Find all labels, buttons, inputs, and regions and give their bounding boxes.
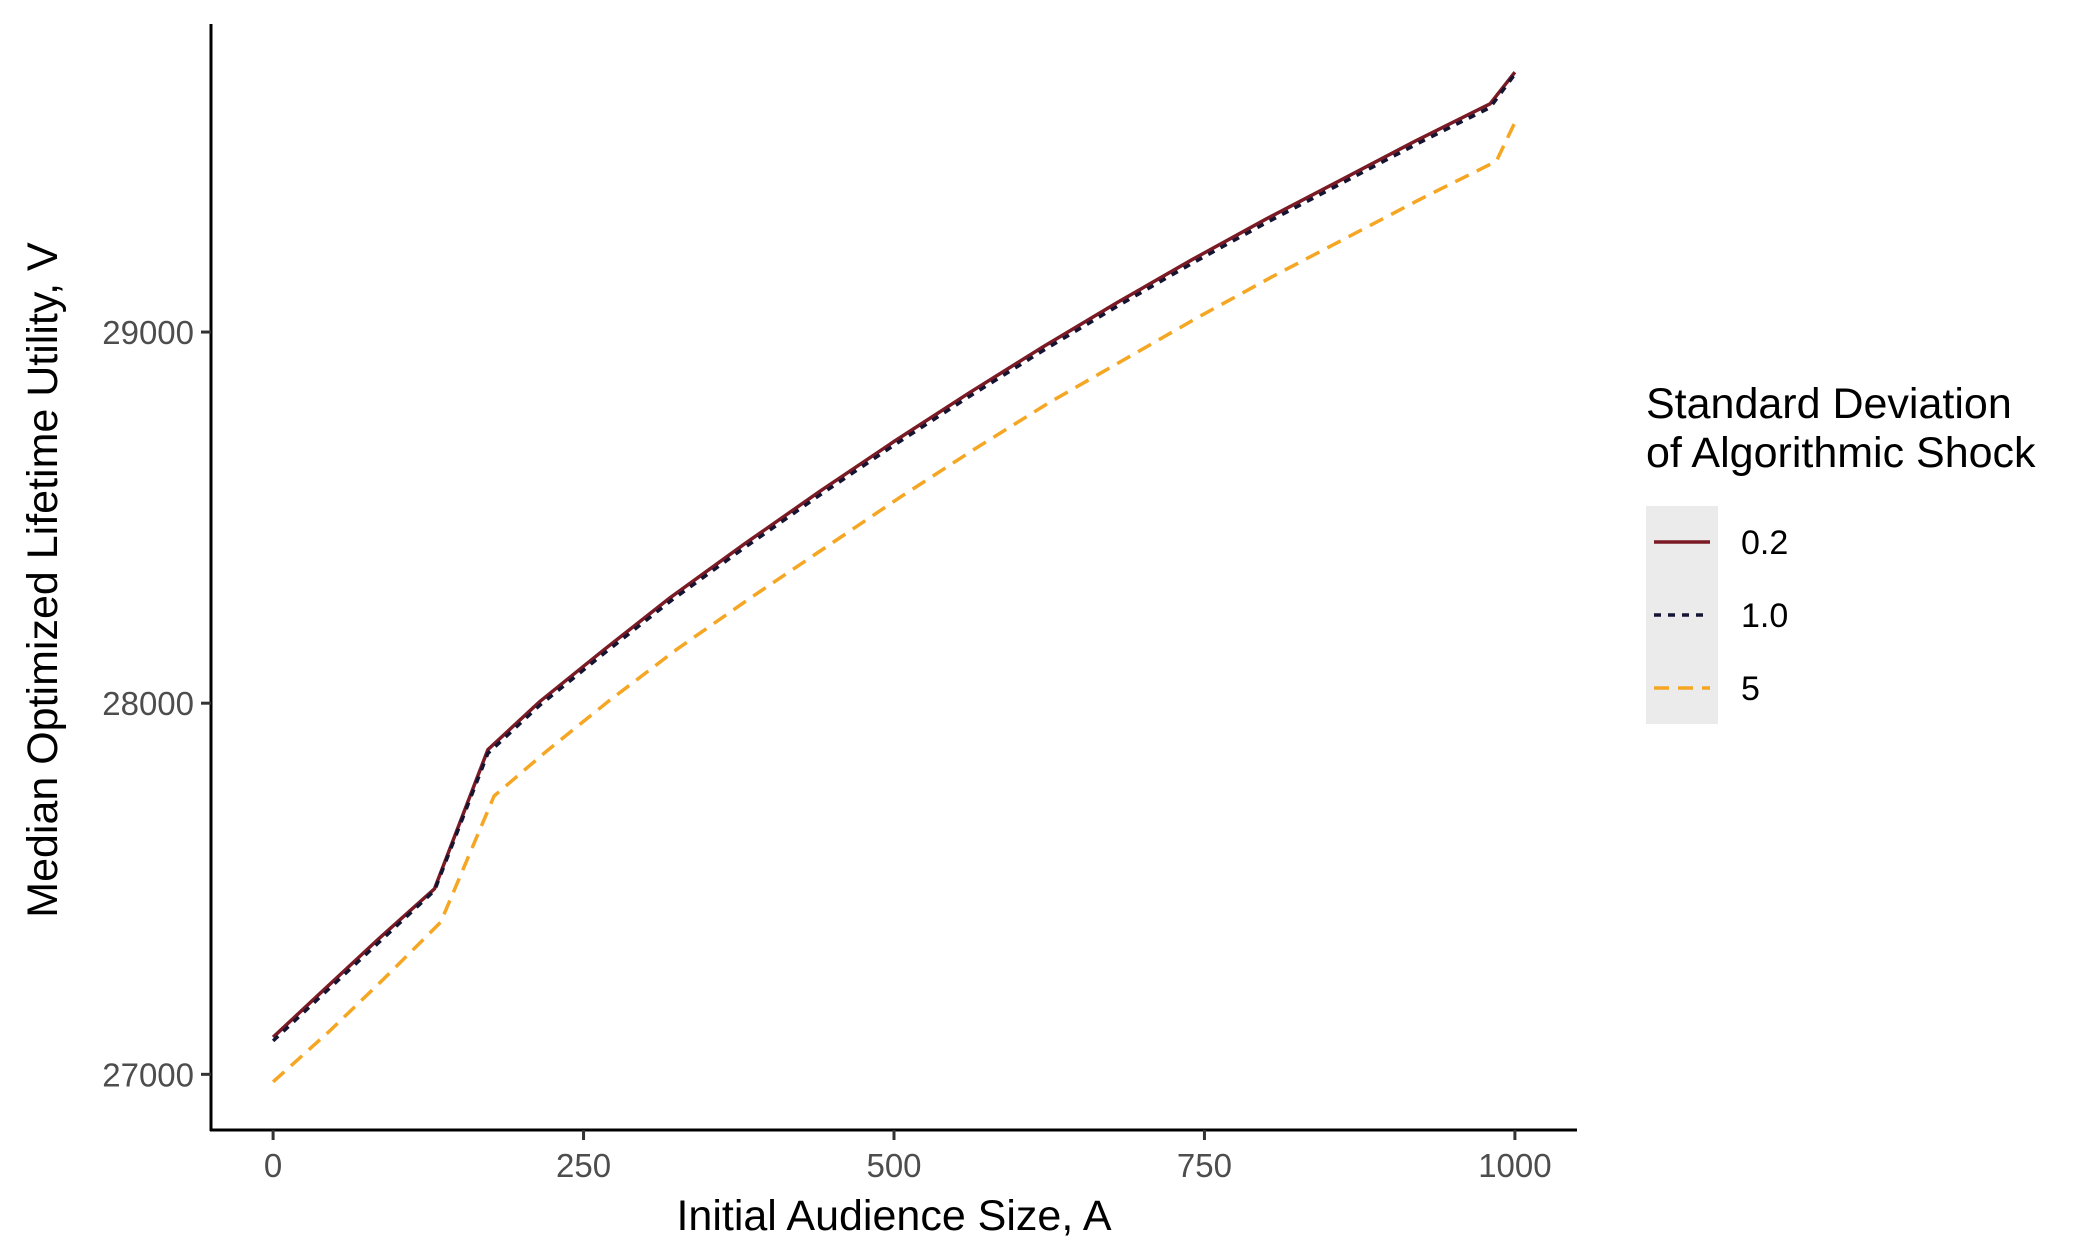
x-tick-label: 0	[264, 1147, 282, 1184]
y-tick-label: 28000	[102, 685, 194, 722]
x-tick-label: 1000	[1478, 1147, 1551, 1184]
legend-title-line-1: Standard Deviation	[1646, 380, 2012, 428]
x-tick-label: 500	[866, 1147, 921, 1184]
y-tick-label: 27000	[102, 1056, 194, 1093]
y-tick-label: 29000	[102, 314, 194, 351]
series-line-0-2	[271, 71, 1517, 1039]
series-line-1-0	[271, 73, 1517, 1043]
series-line-5	[271, 121, 1517, 1084]
legend-title-line-2: of Algorithmic Shock	[1646, 429, 2036, 477]
plot-lines	[271, 71, 1517, 1084]
legend-label-0-2: 0.2	[1741, 524, 1788, 562]
legend-label-1-0: 1.0	[1741, 597, 1788, 635]
y-axis-title: Median Optimized Lifetime Utility, V	[19, 242, 67, 918]
x-axis-ticks: 0 250 500 750 1000	[264, 1130, 1552, 1184]
legend-label-5: 5	[1741, 670, 1760, 708]
legend: Standard Deviation of Algorithmic Shock …	[1646, 380, 2036, 724]
x-tick-label: 250	[556, 1147, 611, 1184]
y-axis-ticks: 27000 28000 29000	[102, 314, 211, 1093]
x-axis-title: Initial Audience Size, A	[676, 1192, 1111, 1240]
x-tick-label: 750	[1177, 1147, 1232, 1184]
